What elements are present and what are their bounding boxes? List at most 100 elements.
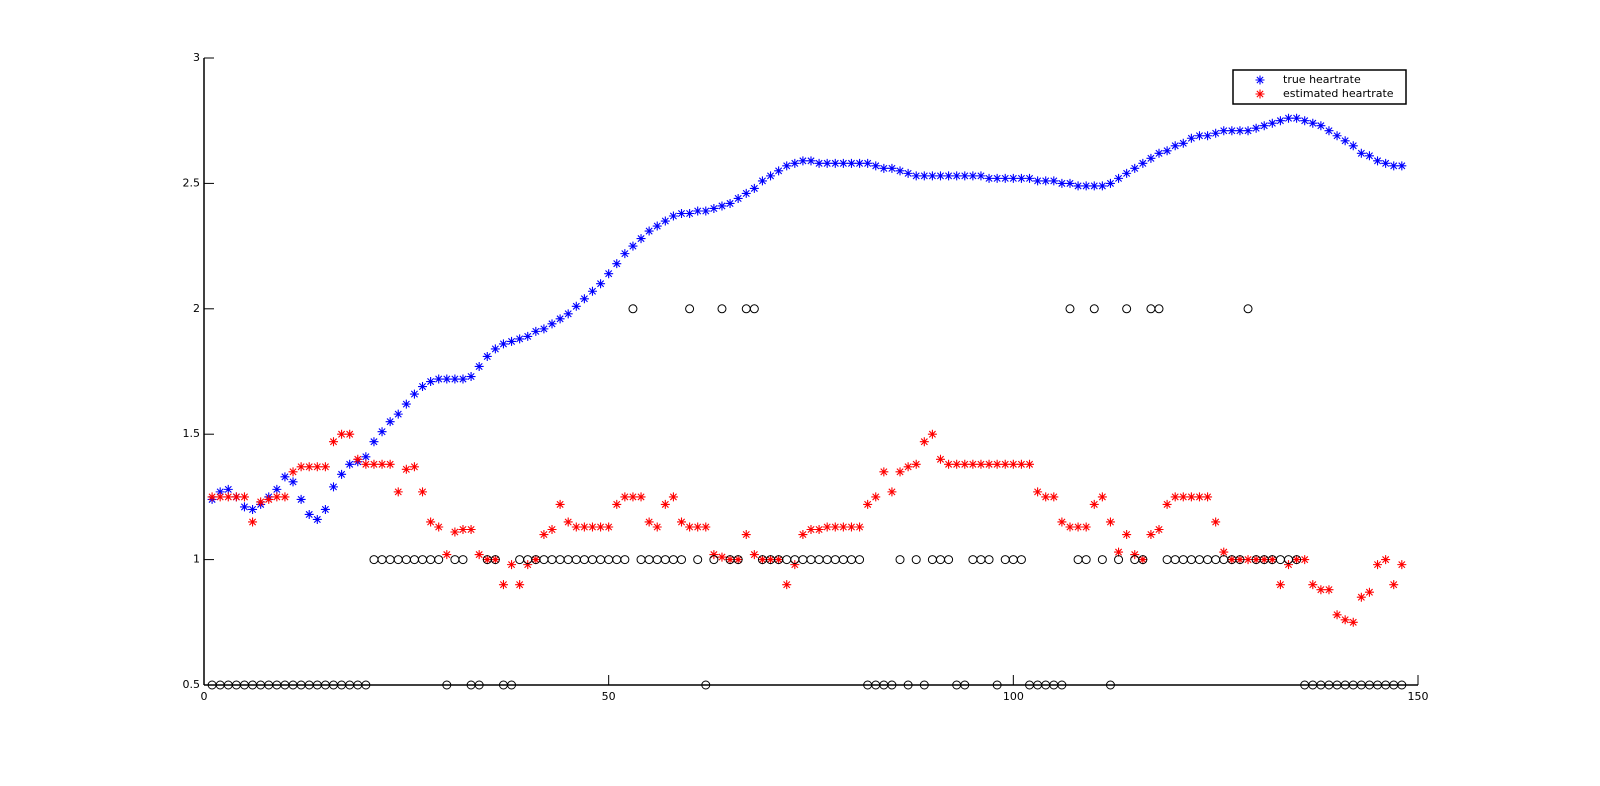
asterisk-marker bbox=[1170, 141, 1180, 151]
asterisk-marker bbox=[620, 492, 630, 502]
asterisk-marker bbox=[1194, 131, 1204, 141]
asterisk-marker bbox=[1138, 158, 1148, 168]
asterisk-marker bbox=[571, 522, 581, 532]
asterisk-marker bbox=[207, 492, 217, 502]
asterisk-marker bbox=[879, 467, 889, 477]
asterisk-marker bbox=[1227, 555, 1237, 565]
asterisk-marker bbox=[248, 504, 258, 514]
asterisk-marker bbox=[490, 555, 500, 565]
circle-marker bbox=[620, 555, 630, 565]
asterisk-marker bbox=[668, 211, 678, 221]
circle-marker bbox=[587, 555, 597, 565]
circle-marker bbox=[798, 555, 808, 565]
asterisk-marker bbox=[215, 487, 225, 497]
circle-marker bbox=[563, 555, 573, 565]
asterisk-marker bbox=[887, 487, 897, 497]
asterisk-marker bbox=[822, 158, 832, 168]
asterisk-marker bbox=[1381, 555, 1391, 565]
asterisk-marker bbox=[474, 550, 484, 560]
circle-marker bbox=[822, 555, 832, 565]
asterisk-marker bbox=[547, 319, 557, 329]
asterisk-marker bbox=[1146, 153, 1156, 163]
asterisk-marker bbox=[450, 527, 460, 537]
asterisk-marker bbox=[968, 459, 978, 469]
asterisk-marker bbox=[855, 158, 865, 168]
circle-marker bbox=[612, 555, 622, 565]
asterisk-marker bbox=[531, 326, 541, 336]
asterisk-marker bbox=[547, 525, 557, 535]
asterisk-marker bbox=[774, 166, 784, 176]
asterisk-marker bbox=[328, 437, 338, 447]
asterisk-marker bbox=[288, 467, 298, 477]
asterisk-marker bbox=[879, 163, 889, 173]
circle-marker bbox=[677, 555, 687, 565]
circle-marker bbox=[1089, 304, 1099, 314]
asterisk-marker bbox=[1211, 517, 1221, 527]
asterisk-marker bbox=[887, 163, 897, 173]
asterisk-marker bbox=[369, 437, 379, 447]
asterisk-marker bbox=[587, 522, 597, 532]
asterisk-marker bbox=[450, 374, 460, 384]
asterisk-marker bbox=[636, 234, 646, 244]
asterisk-marker bbox=[1340, 615, 1350, 625]
asterisk-marker bbox=[1016, 459, 1026, 469]
legend-label: estimated heartrate bbox=[1283, 87, 1394, 100]
circle-marker bbox=[1275, 555, 1285, 565]
asterisk-marker bbox=[1073, 522, 1083, 532]
circle-marker bbox=[733, 555, 743, 565]
circle-marker bbox=[1154, 304, 1164, 314]
asterisk-marker bbox=[903, 462, 913, 472]
x-tick-label: 0 bbox=[201, 690, 208, 703]
legend-marker bbox=[1255, 75, 1265, 85]
asterisk-marker bbox=[239, 492, 249, 502]
asterisk-marker bbox=[1316, 585, 1326, 595]
circle-marker bbox=[1397, 680, 1407, 690]
asterisk-marker bbox=[296, 462, 306, 472]
asterisk-marker bbox=[1025, 173, 1035, 183]
asterisk-marker bbox=[927, 171, 937, 181]
asterisk-marker bbox=[1138, 555, 1148, 565]
asterisk-marker bbox=[1397, 560, 1407, 570]
asterisk-marker bbox=[361, 452, 371, 462]
circle-marker bbox=[1211, 555, 1221, 565]
asterisk-marker bbox=[960, 171, 970, 181]
asterisk-marker bbox=[280, 492, 290, 502]
asterisk-marker bbox=[790, 560, 800, 570]
asterisk-marker bbox=[1332, 610, 1342, 620]
circle-marker bbox=[369, 555, 379, 565]
asterisk-marker bbox=[1089, 499, 1099, 509]
asterisk-marker bbox=[838, 522, 848, 532]
asterisk-marker bbox=[741, 530, 751, 540]
asterisk-marker bbox=[1105, 178, 1115, 188]
asterisk-marker bbox=[1057, 517, 1067, 527]
asterisk-marker bbox=[766, 171, 776, 181]
asterisk-marker bbox=[288, 477, 298, 487]
asterisk-marker bbox=[409, 462, 419, 472]
asterisk-marker bbox=[1348, 617, 1358, 627]
asterisk-marker bbox=[539, 324, 549, 334]
asterisk-marker bbox=[1000, 173, 1010, 183]
circle-marker bbox=[361, 680, 371, 690]
circle-marker bbox=[547, 555, 557, 565]
circle-marker bbox=[911, 555, 921, 565]
asterisk-marker bbox=[579, 294, 589, 304]
circle-marker bbox=[903, 680, 913, 690]
asterisk-marker bbox=[337, 429, 347, 439]
asterisk-marker bbox=[1122, 530, 1132, 540]
asterisk-marker bbox=[434, 522, 444, 532]
circle-marker bbox=[814, 555, 824, 565]
asterisk-marker bbox=[239, 502, 249, 512]
asterisk-marker bbox=[685, 522, 695, 532]
circle-marker bbox=[806, 555, 816, 565]
asterisk-marker bbox=[798, 156, 808, 166]
circle-marker bbox=[409, 555, 419, 565]
asterisk-marker bbox=[482, 555, 492, 565]
asterisk-marker bbox=[1267, 118, 1277, 128]
asterisk-marker bbox=[531, 555, 541, 565]
asterisk-marker bbox=[328, 482, 338, 492]
circle-marker bbox=[846, 555, 856, 565]
asterisk-marker bbox=[774, 555, 784, 565]
circle-marker bbox=[1073, 555, 1083, 565]
asterisk-marker bbox=[353, 454, 363, 464]
y-tick-label: 3 bbox=[193, 51, 200, 64]
